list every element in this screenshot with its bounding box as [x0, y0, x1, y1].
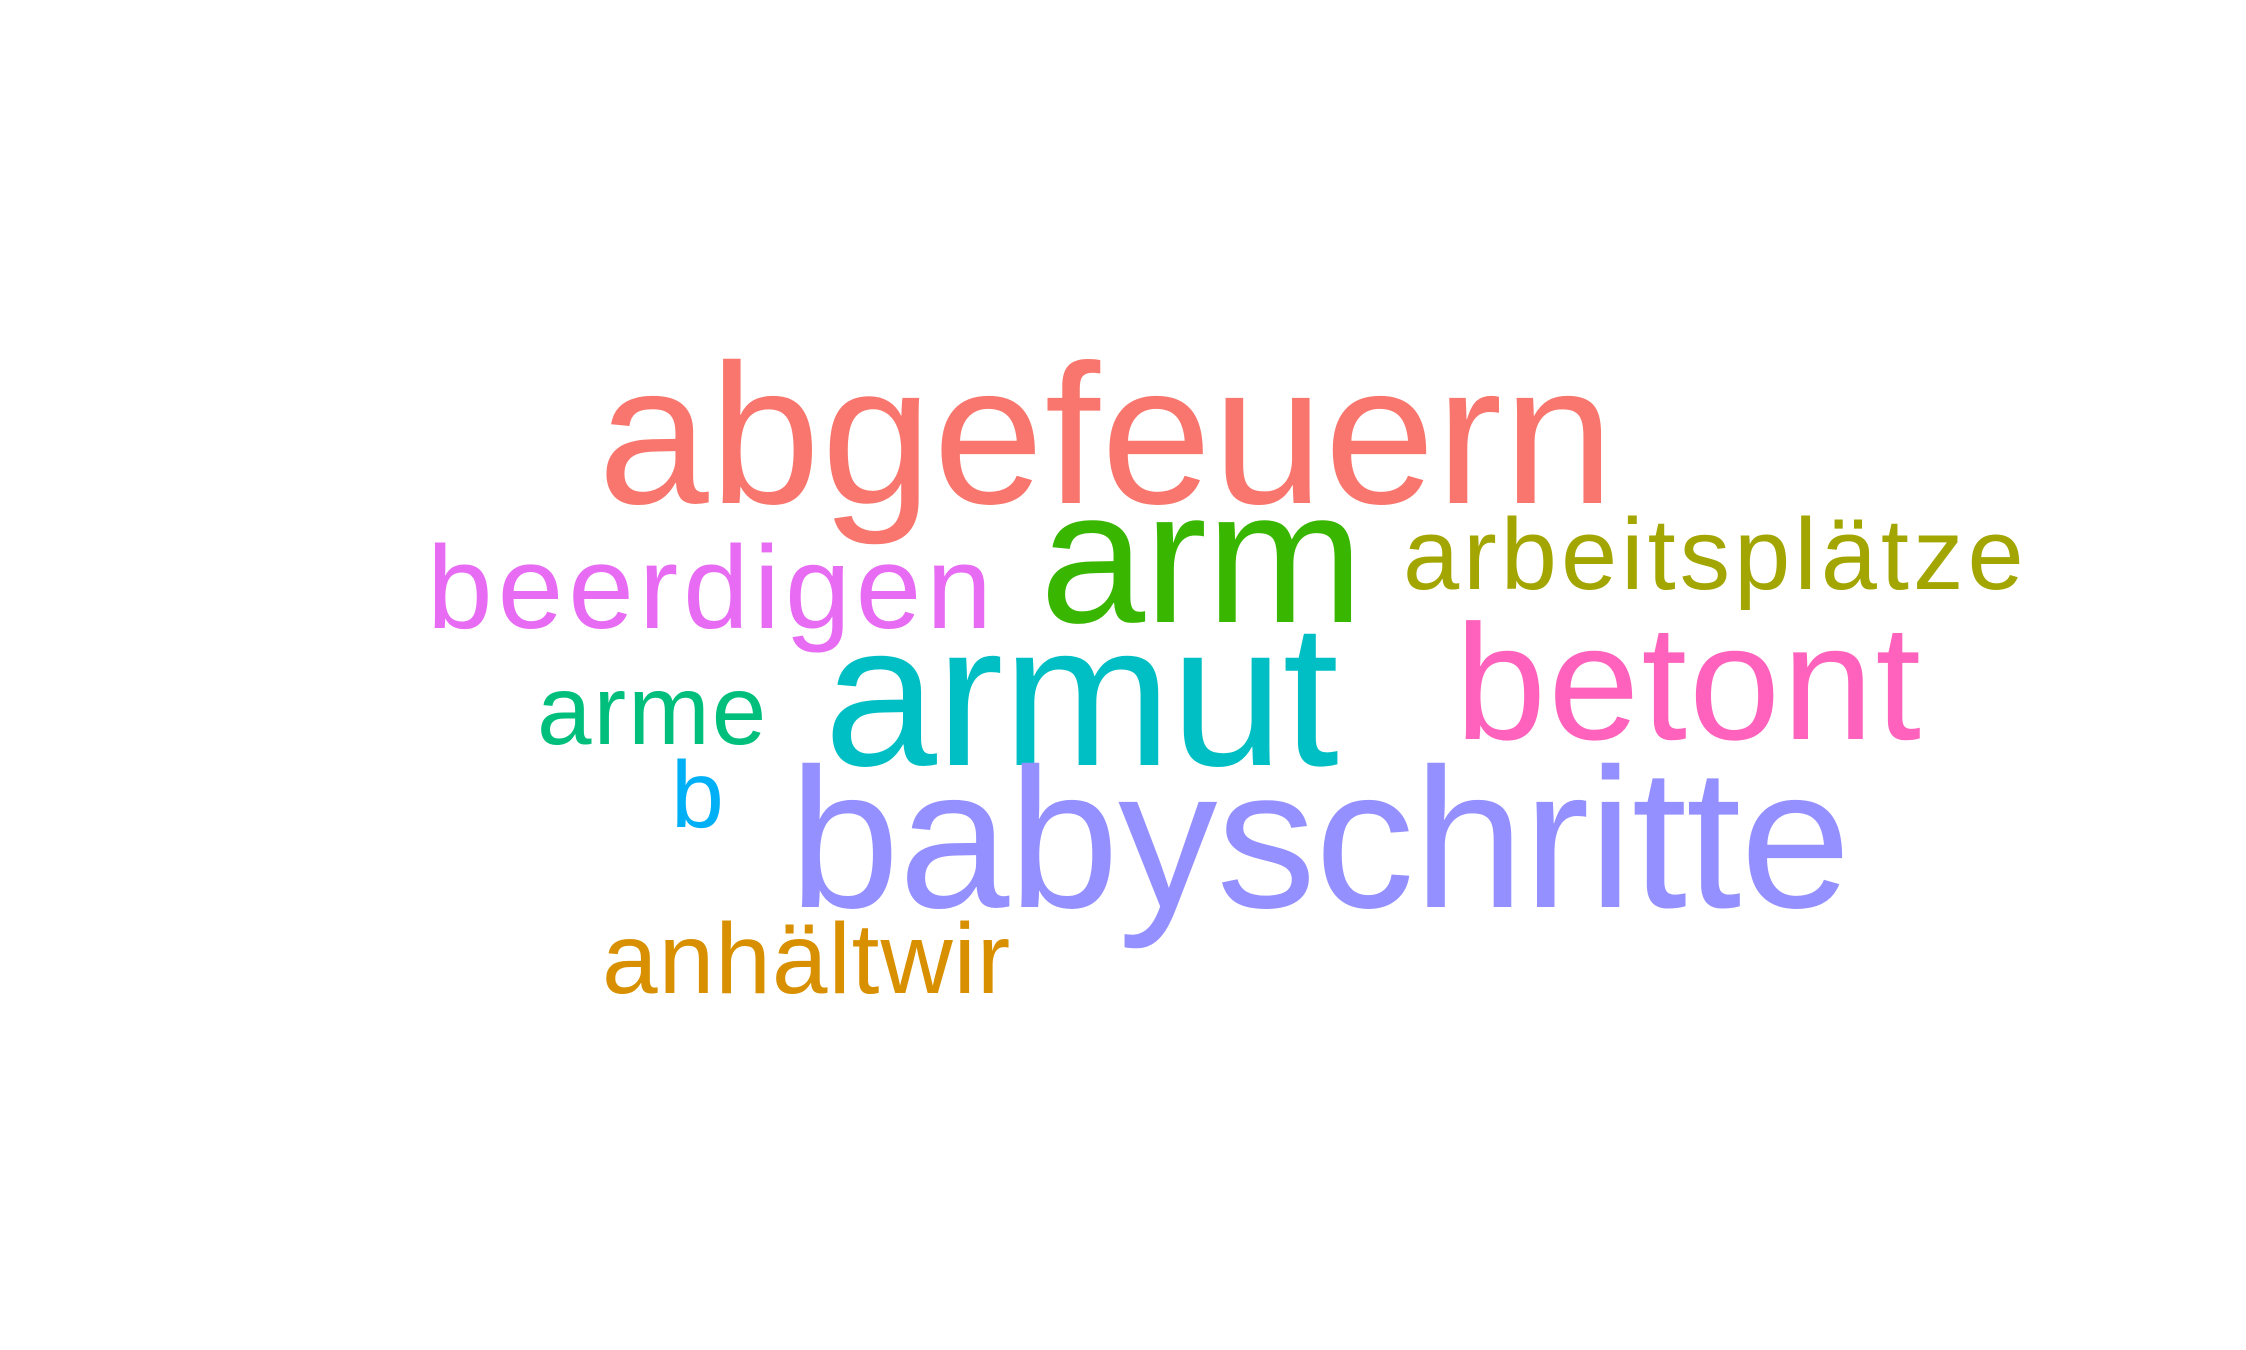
word-arme: arme [537, 655, 769, 765]
word-arm: arm [1040, 452, 1363, 663]
word-anhaeltwir: anhältwir [602, 903, 1012, 1015]
word-abgefeuern: abgefeuern [598, 324, 1615, 546]
word-babyschritte: babyschritte [789, 728, 1851, 950]
word-betont: betont [1455, 591, 1923, 774]
word-armut: armut [824, 582, 1339, 809]
word-b: b [671, 742, 724, 848]
word-arbeitsplaetze: arbeitsplätze [1403, 499, 2028, 611]
word-beerdigen: beerdigen [427, 522, 997, 654]
